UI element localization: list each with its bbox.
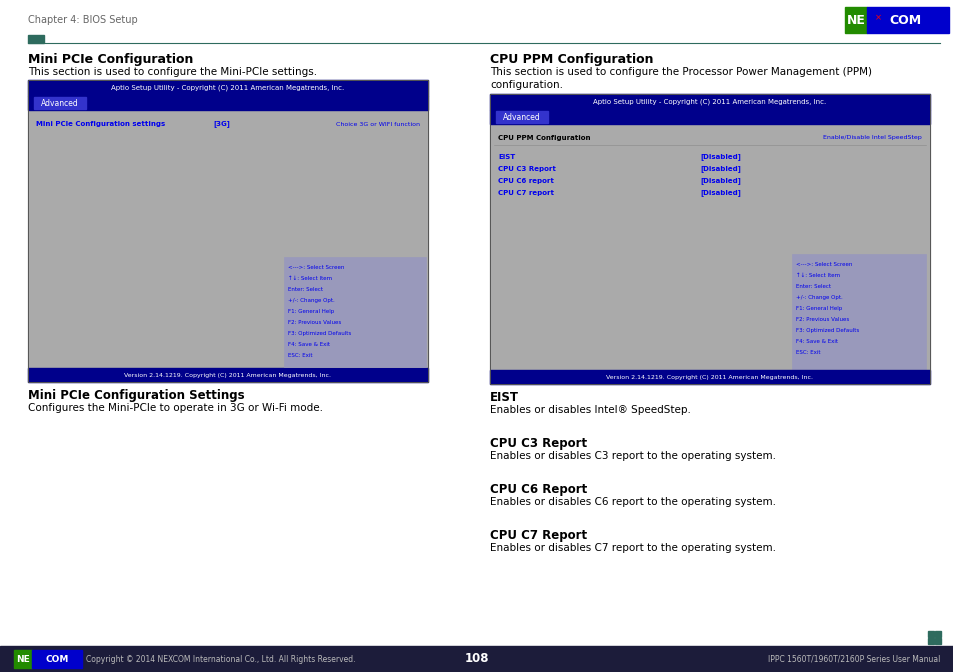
Bar: [490, 110, 929, 124]
Bar: [490, 94, 929, 384]
Bar: [284, 257, 426, 367]
Text: CPU C3 Report: CPU C3 Report: [490, 437, 586, 450]
Text: [Disabled]: [Disabled]: [700, 153, 740, 161]
Text: F4: Save & Exit: F4: Save & Exit: [795, 339, 837, 344]
Text: ×: ×: [874, 13, 881, 22]
Text: ↑↓: Select Item: ↑↓: Select Item: [795, 273, 840, 278]
Text: ESC: Exit: ESC: Exit: [288, 353, 313, 358]
Text: Mini PCIe Configuration Settings: Mini PCIe Configuration Settings: [28, 389, 244, 402]
Text: Chapter 4: BIOS Setup: Chapter 4: BIOS Setup: [28, 15, 137, 25]
Text: IPPC 1560T/1960T/2160P Series User Manual: IPPC 1560T/1960T/2160P Series User Manua…: [767, 655, 939, 663]
Bar: [844, 7, 866, 33]
Text: Enter: Select: Enter: Select: [288, 287, 323, 292]
Bar: [927, 638, 933, 644]
Text: COM: COM: [45, 655, 69, 663]
Text: 108: 108: [464, 653, 489, 665]
Text: Advanced: Advanced: [502, 112, 540, 122]
Bar: [927, 631, 933, 637]
Text: Copyright © 2014 NEXCOM International Co., Ltd. All Rights Reserved.: Copyright © 2014 NEXCOM International Co…: [86, 655, 355, 663]
Text: [Disabled]: [Disabled]: [700, 190, 740, 196]
Bar: [934, 638, 940, 644]
Text: Choice 3G or WIFI function: Choice 3G or WIFI function: [335, 122, 419, 126]
Text: Configures the Mini-PCIe to operate in 3G or Wi-Fi mode.: Configures the Mini-PCIe to operate in 3…: [28, 403, 323, 413]
Text: [3G]: [3G]: [213, 120, 230, 128]
Text: NE: NE: [845, 13, 864, 26]
Text: F1: General Help: F1: General Help: [288, 309, 334, 314]
Text: Version 2.14.1219. Copyright (C) 2011 American Megatrends, Inc.: Version 2.14.1219. Copyright (C) 2011 Am…: [125, 372, 331, 378]
Bar: [866, 7, 948, 33]
Text: F4: Save & Exit: F4: Save & Exit: [288, 342, 330, 347]
Text: EIST: EIST: [497, 154, 515, 160]
Text: COM: COM: [888, 13, 920, 26]
Text: Enable/Disable Intel SpeedStep: Enable/Disable Intel SpeedStep: [822, 136, 921, 140]
Bar: [490, 370, 929, 384]
Text: Enables or disables Intel® SpeedStep.: Enables or disables Intel® SpeedStep.: [490, 405, 690, 415]
Bar: [34, 97, 86, 109]
Text: Enables or disables C7 report to the operating system.: Enables or disables C7 report to the ope…: [490, 543, 775, 553]
Bar: [490, 94, 929, 384]
Text: This section is used to configure the Mini-PCIe settings.: This section is used to configure the Mi…: [28, 67, 316, 77]
Bar: [14, 650, 32, 668]
Bar: [28, 80, 428, 382]
Text: EIST: EIST: [490, 391, 518, 404]
Text: ESC: Exit: ESC: Exit: [795, 350, 820, 355]
Text: +/-: Change Opt.: +/-: Change Opt.: [288, 298, 335, 303]
Text: Enables or disables C6 report to the operating system.: Enables or disables C6 report to the ope…: [490, 497, 775, 507]
Text: CPU C6 Report: CPU C6 Report: [490, 483, 587, 496]
Text: CPU C7 report: CPU C7 report: [497, 190, 554, 196]
Text: F1: General Help: F1: General Help: [795, 306, 841, 311]
Text: ↑↓: Select Item: ↑↓: Select Item: [288, 276, 332, 281]
Text: Aptio Setup Utility - Copyright (C) 2011 American Megatrends, Inc.: Aptio Setup Utility - Copyright (C) 2011…: [112, 85, 344, 91]
Text: CPU C7 Report: CPU C7 Report: [490, 529, 586, 542]
Text: CPU PPM Configuration: CPU PPM Configuration: [497, 135, 590, 141]
Bar: [490, 94, 929, 110]
Text: This section is used to configure the Processor Power Management (PPM): This section is used to configure the Pr…: [490, 67, 871, 77]
Text: <--->: Select Screen: <--->: Select Screen: [288, 265, 344, 270]
Text: Enables or disables C3 report to the operating system.: Enables or disables C3 report to the ope…: [490, 451, 775, 461]
Text: F3: Optimized Defaults: F3: Optimized Defaults: [288, 331, 351, 336]
Text: CPU C6 report: CPU C6 report: [497, 178, 554, 184]
Bar: [28, 35, 44, 43]
Bar: [28, 368, 428, 382]
Bar: [496, 111, 547, 123]
Text: configuration.: configuration.: [490, 80, 562, 90]
Text: Mini PCIe Configuration: Mini PCIe Configuration: [28, 53, 193, 66]
Text: F3: Optimized Defaults: F3: Optimized Defaults: [795, 328, 859, 333]
Text: NE: NE: [16, 655, 30, 663]
Text: CPU PPM Configuration: CPU PPM Configuration: [490, 53, 653, 66]
Bar: [934, 631, 940, 637]
Bar: [32, 650, 82, 668]
Text: [Disabled]: [Disabled]: [700, 177, 740, 185]
Bar: [0, 646, 953, 672]
Text: Mini PCIe Configuration settings: Mini PCIe Configuration settings: [36, 121, 165, 127]
Text: <--->: Select Screen: <--->: Select Screen: [795, 262, 851, 267]
Text: [Disabled]: [Disabled]: [700, 165, 740, 173]
Text: F2: Previous Values: F2: Previous Values: [288, 320, 341, 325]
Text: Enter: Select: Enter: Select: [795, 284, 830, 289]
Bar: [28, 80, 428, 382]
Text: F2: Previous Values: F2: Previous Values: [795, 317, 848, 322]
Text: CPU C3 Report: CPU C3 Report: [497, 166, 556, 172]
Bar: [28, 80, 428, 96]
Text: Advanced: Advanced: [41, 99, 79, 108]
Bar: [791, 254, 925, 369]
Bar: [28, 96, 428, 110]
Text: Version 2.14.1219. Copyright (C) 2011 American Megatrends, Inc.: Version 2.14.1219. Copyright (C) 2011 Am…: [606, 374, 813, 380]
Text: +/-: Change Opt.: +/-: Change Opt.: [795, 295, 841, 300]
Text: Aptio Setup Utility - Copyright (C) 2011 American Megatrends, Inc.: Aptio Setup Utility - Copyright (C) 2011…: [593, 99, 825, 106]
